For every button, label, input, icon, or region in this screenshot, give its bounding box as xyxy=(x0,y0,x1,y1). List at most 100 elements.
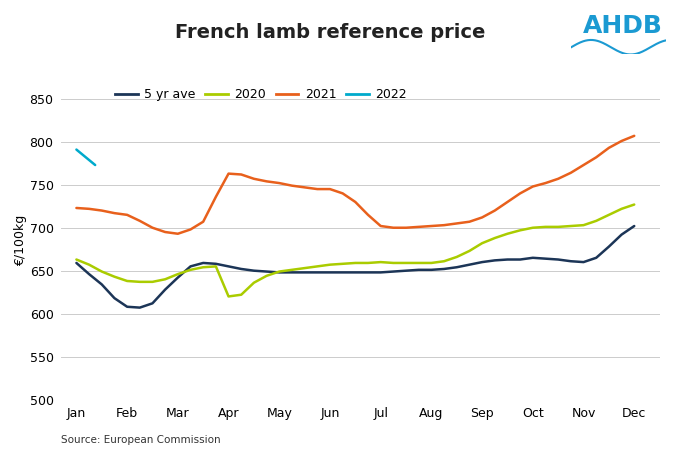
5 yr ave xyxy=(491,258,499,263)
2021 xyxy=(377,223,385,229)
5 yr ave xyxy=(123,304,131,310)
2021 xyxy=(110,210,118,216)
5 yr ave xyxy=(110,296,118,301)
2020 xyxy=(148,279,156,285)
2021 xyxy=(301,185,309,190)
2021 xyxy=(592,154,600,160)
2021 xyxy=(617,138,626,144)
Y-axis label: €/100kg: €/100kg xyxy=(14,215,27,266)
2021 xyxy=(478,215,486,220)
2020 xyxy=(478,241,486,246)
2020 xyxy=(136,279,144,285)
5 yr ave xyxy=(377,270,385,275)
2020 xyxy=(554,224,562,230)
5 yr ave xyxy=(237,266,245,271)
2022 xyxy=(91,163,99,168)
2021 xyxy=(415,224,423,230)
5 yr ave xyxy=(465,262,473,267)
5 yr ave xyxy=(415,267,423,272)
2021 xyxy=(186,227,194,232)
5 yr ave xyxy=(529,255,537,261)
2021 xyxy=(275,180,284,186)
5 yr ave xyxy=(554,257,562,262)
5 yr ave xyxy=(72,260,80,266)
5 yr ave xyxy=(402,268,410,273)
5 yr ave xyxy=(148,301,156,306)
2020 xyxy=(491,235,499,241)
5 yr ave xyxy=(339,270,347,275)
5 yr ave xyxy=(478,259,486,265)
2021 xyxy=(136,218,144,223)
2021 xyxy=(566,170,575,176)
2020 xyxy=(275,269,284,274)
5 yr ave xyxy=(136,305,144,311)
5 yr ave xyxy=(224,264,233,269)
2021 xyxy=(161,229,169,235)
2020 xyxy=(72,257,80,262)
2020 xyxy=(389,260,397,266)
2021 xyxy=(453,221,461,226)
Line: 2020: 2020 xyxy=(76,205,634,296)
2021 xyxy=(339,191,347,196)
5 yr ave xyxy=(427,267,435,272)
5 yr ave xyxy=(566,258,575,264)
2020 xyxy=(313,264,322,269)
5 yr ave xyxy=(440,266,448,271)
2021 xyxy=(224,171,233,176)
2020 xyxy=(529,225,537,231)
Text: Source: European Commission: Source: European Commission xyxy=(61,435,221,445)
5 yr ave xyxy=(275,270,284,275)
2020 xyxy=(402,260,410,266)
5 yr ave xyxy=(262,269,271,274)
2020 xyxy=(465,248,473,254)
5 yr ave xyxy=(85,271,93,277)
5 yr ave xyxy=(516,257,524,262)
2021 xyxy=(85,206,93,212)
Text: French lamb reference price: French lamb reference price xyxy=(175,23,486,42)
2020 xyxy=(326,262,334,267)
Text: AHDB: AHDB xyxy=(583,14,663,38)
2021 xyxy=(211,194,220,200)
5 yr ave xyxy=(364,270,372,275)
2020 xyxy=(566,223,575,229)
2020 xyxy=(85,262,93,267)
2020 xyxy=(339,261,347,266)
2020 xyxy=(516,227,524,233)
5 yr ave xyxy=(174,275,182,280)
5 yr ave xyxy=(186,264,194,269)
2020 xyxy=(503,231,511,237)
2021 xyxy=(427,223,435,229)
2021 xyxy=(123,212,131,217)
5 yr ave xyxy=(352,270,360,275)
5 yr ave xyxy=(98,281,106,287)
2021 xyxy=(174,231,182,237)
2021 xyxy=(554,176,562,182)
5 yr ave xyxy=(617,232,626,237)
5 yr ave xyxy=(389,269,397,274)
2020 xyxy=(440,258,448,264)
2021 xyxy=(516,191,524,196)
2020 xyxy=(110,274,118,279)
2020 xyxy=(617,206,626,212)
5 yr ave xyxy=(503,257,511,262)
5 yr ave xyxy=(630,223,639,229)
5 yr ave xyxy=(161,287,169,292)
2021 xyxy=(389,225,397,231)
2020 xyxy=(301,266,309,271)
2020 xyxy=(174,271,182,277)
5 yr ave xyxy=(592,255,600,261)
5 yr ave xyxy=(211,261,220,266)
2021 xyxy=(98,208,106,213)
5 yr ave xyxy=(199,260,207,266)
2020 xyxy=(352,260,360,266)
5 yr ave xyxy=(605,244,613,249)
Legend: 5 yr ave, 2020, 2021, 2022: 5 yr ave, 2020, 2021, 2022 xyxy=(116,88,407,101)
5 yr ave xyxy=(453,265,461,270)
2020 xyxy=(211,264,220,269)
5 yr ave xyxy=(250,268,258,273)
2020 xyxy=(415,260,423,266)
2021 xyxy=(465,219,473,224)
2020 xyxy=(98,269,106,274)
Line: 5 yr ave: 5 yr ave xyxy=(76,226,634,308)
2020 xyxy=(630,202,639,207)
